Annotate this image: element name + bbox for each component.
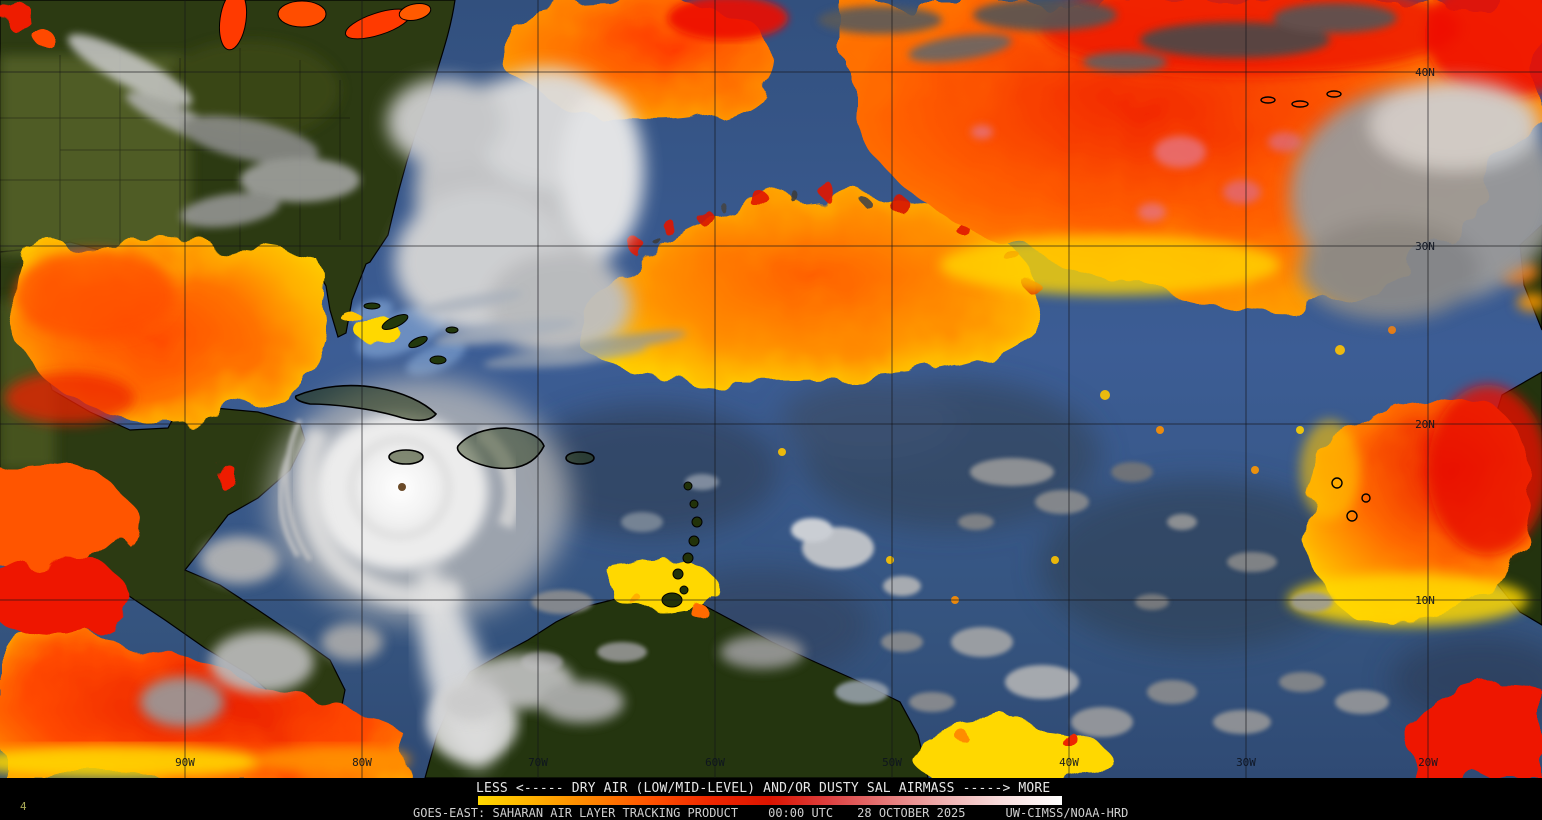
dust-plume-atlantic-band	[584, 193, 1046, 383]
svg-text:80W: 80W	[352, 756, 372, 769]
coastlines-islands	[294, 384, 595, 470]
legend-color-scale	[478, 796, 1062, 805]
grid-lines	[0, 0, 1542, 778]
dust-bottom-left-yellow	[0, 745, 410, 778]
svg-text:40W: 40W	[1059, 756, 1079, 769]
land-shading	[0, 40, 340, 470]
cloud-northeast-atlantic	[1290, 80, 1542, 320]
svg-text:30N: 30N	[1415, 240, 1435, 253]
cloud-caribbean-cirrus	[420, 290, 687, 369]
island-azores	[1260, 90, 1342, 108]
dust-bottom-right	[1404, 685, 1542, 778]
island-jamaica	[388, 449, 424, 465]
grid-labels: 40N 30N 20N 10N 90W 80W 70W 60W 50W 40W 30W 20W	[175, 66, 1438, 769]
island-cape-verde	[1331, 477, 1371, 522]
svg-text:90W: 90W	[175, 756, 195, 769]
svg-text:20W: 20W	[1418, 756, 1438, 769]
source-time: 00:00 UTC	[768, 806, 834, 820]
dust-plume-gulf-accents	[5, 250, 175, 424]
source-date: 28 OCTOBER 2025	[857, 806, 966, 820]
source-credit: UW-CIMSS/NOAA-HRD	[1005, 806, 1129, 820]
legend-label: LESS <----- DRY AIR (LOW/MID-LEVEL) AND/…	[476, 781, 1051, 796]
island-puerto-rico	[565, 451, 595, 465]
source-line: GOES-EAST: SAHARAN AIR LAYER TRACKING PR…	[413, 806, 1128, 820]
frame-number: 4	[20, 800, 27, 813]
cloud-east-coast-storm	[387, 68, 644, 357]
dust-plume-top-center-redtip	[668, 0, 788, 40]
hurricane-eye	[398, 483, 406, 491]
island-hispaniola	[456, 427, 545, 470]
cloud-scattered-cumulus	[521, 458, 1389, 737]
dust-bottom-center-yellow	[912, 724, 1108, 778]
satellite-map: 40N 30N 20N 10N 90W 80W 70W 60W 50W 40W 30W 20W	[0, 0, 1542, 778]
svg-text:20N: 20N	[1415, 418, 1435, 431]
cloud-us-streaks	[67, 34, 360, 228]
svg-text:70W: 70W	[528, 756, 548, 769]
dust-pink-patches	[971, 125, 1302, 221]
corner-red-patches	[2, 3, 54, 46]
svg-text:30W: 30W	[1236, 756, 1256, 769]
svg-text:10N: 10N	[1415, 594, 1435, 607]
svg-text:40N: 40N	[1415, 66, 1435, 79]
svg-text:60W: 60W	[705, 756, 725, 769]
source-product-name: GOES-EAST: SAHARAN AIR LAYER TRACKING PR…	[413, 806, 739, 820]
cloud-south-america	[140, 536, 804, 727]
legend-bar: 4 LESS <----- DRY AIR (LOW/MID-LEVEL) AN…	[0, 778, 1542, 820]
dust-antilles-patch	[607, 560, 717, 620]
island-bahamas	[363, 302, 459, 365]
dust-scattered-specks	[778, 326, 1396, 604]
hurricane	[270, 378, 570, 770]
svg-text:50W: 50W	[882, 756, 902, 769]
cloud-top-streaks	[818, 0, 1397, 72]
